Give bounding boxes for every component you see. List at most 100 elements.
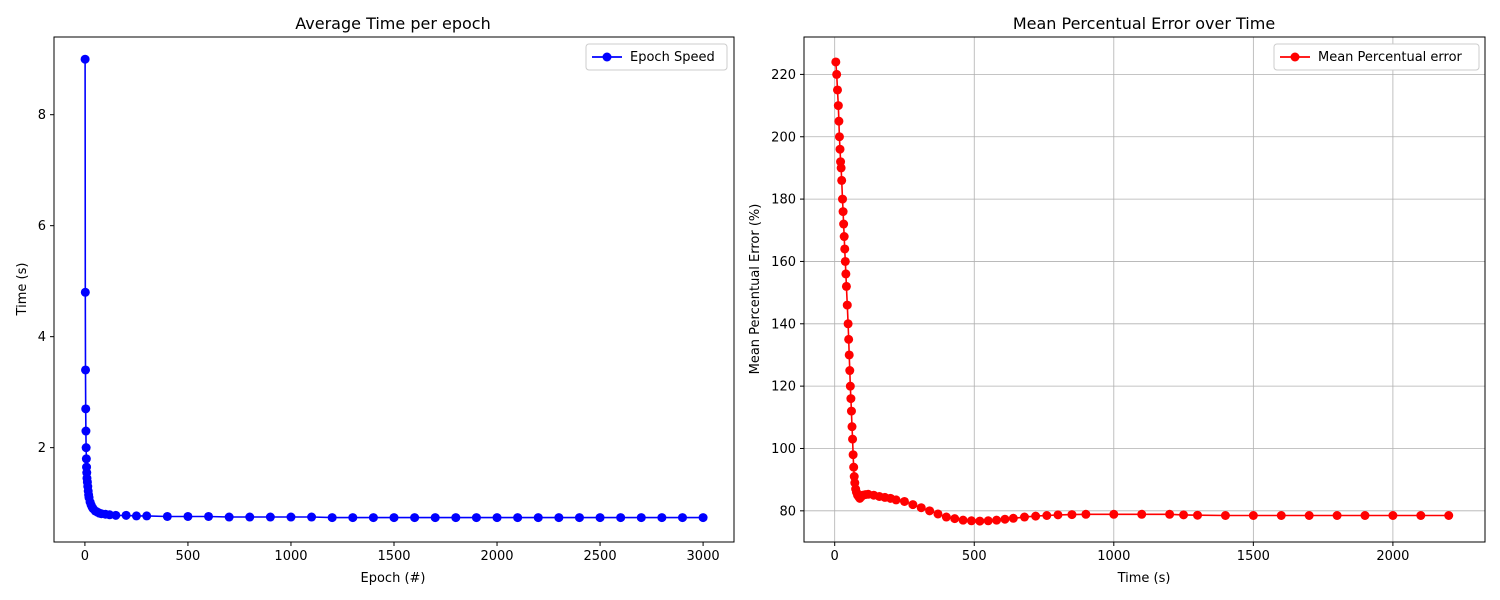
data-point <box>265 512 275 522</box>
data-point <box>842 300 852 310</box>
chart-mean-percentual-error: Mean Percentual Error over Time 0 500 1000… <box>748 14 1486 586</box>
y-tick-label: 2 <box>38 441 46 456</box>
x-tick-label: 500 <box>176 549 201 564</box>
x-tick-label: 1000 <box>1097 549 1130 564</box>
plot-area: 0 500 1000 1500 2000 2500 3000 2 4 6 8 <box>38 36 735 564</box>
x-tick-label: 3000 <box>687 549 720 564</box>
data-point <box>1360 511 1370 521</box>
data-point <box>81 426 91 436</box>
data-point <box>966 516 976 526</box>
y-tick-label: 180 <box>771 193 796 208</box>
legend-entry-label: Mean Percentual error <box>1318 50 1463 65</box>
data-point <box>451 513 461 523</box>
x-axis-label: Epoch (#) <box>361 571 426 586</box>
data-point <box>843 319 853 329</box>
y-tick-label: 140 <box>771 317 796 332</box>
x-tick-label: 2000 <box>1376 549 1409 564</box>
x-tick-label: 2500 <box>584 549 617 564</box>
data-point <box>846 406 856 416</box>
data-point <box>844 334 854 344</box>
data-point <box>224 512 234 522</box>
data-point <box>844 350 854 360</box>
data-point <box>1042 511 1052 521</box>
legend-point-marker <box>602 52 612 62</box>
x-tick-label: 1000 <box>274 549 307 564</box>
data-point <box>933 509 943 519</box>
data-point <box>837 175 847 185</box>
data-point <box>848 434 858 444</box>
axes-frame <box>803 36 1486 543</box>
data-point <box>389 513 399 523</box>
data-point <box>835 144 845 154</box>
data-point <box>636 513 646 523</box>
data-point <box>513 513 523 523</box>
data-point <box>834 132 844 142</box>
data-point <box>1276 511 1286 521</box>
data-point <box>554 513 564 523</box>
data-point <box>368 513 378 523</box>
x-tick-label: 0 <box>81 549 89 564</box>
data-point <box>840 244 850 254</box>
data-point <box>142 511 152 521</box>
data-point <box>286 512 296 522</box>
data-point <box>847 422 857 432</box>
y-tick-label: 80 <box>779 504 796 519</box>
data-point <box>162 511 172 521</box>
data-point <box>846 394 856 404</box>
data-point <box>1000 514 1010 524</box>
data-point <box>348 513 358 523</box>
data-point <box>975 516 985 526</box>
data-point <box>849 462 859 472</box>
legend-entry-label: Epoch Speed <box>630 50 715 65</box>
data-point <box>677 513 687 523</box>
chart-title: Mean Percentual Error over Time <box>1013 14 1275 33</box>
data-point <box>1416 511 1426 521</box>
legend-point-marker <box>1290 52 1300 62</box>
data-point <box>1067 510 1077 520</box>
data-point <box>845 366 855 376</box>
data-point <box>831 57 841 67</box>
data-point <box>492 513 502 523</box>
data-point <box>1388 511 1398 521</box>
legend-box <box>585 43 728 71</box>
data-point <box>848 450 858 460</box>
data-point <box>958 515 968 525</box>
data-point <box>1008 513 1018 523</box>
data-point <box>245 512 255 522</box>
data-point <box>616 513 626 523</box>
data-point <box>841 281 851 291</box>
data-point <box>833 101 843 111</box>
data-point <box>327 513 337 523</box>
y-tick-label: 4 <box>38 330 46 345</box>
data-point <box>533 513 543 523</box>
data-point <box>983 516 993 526</box>
data-point <box>950 514 960 524</box>
data-point <box>204 511 214 521</box>
plot-area: 0 500 1000 1500 2000 80 100 120 140 160 180 200 220 <box>771 36 1486 564</box>
data-point <box>1193 510 1203 520</box>
legend: Mean Percentual error <box>1273 43 1480 71</box>
data-point <box>1444 511 1454 521</box>
data-point <box>1248 511 1258 521</box>
y-axis-label: Time (s) <box>15 263 30 317</box>
y-tick-label: 120 <box>771 380 796 395</box>
y-tick-label: 160 <box>771 255 796 270</box>
x-tick-label: 1500 <box>377 549 410 564</box>
data-point <box>1220 511 1230 521</box>
data-point <box>574 513 584 523</box>
data-point <box>1019 512 1029 522</box>
data-point <box>899 496 909 506</box>
data-point <box>81 404 91 414</box>
data-point <box>1332 511 1342 521</box>
data-point <box>1137 509 1147 519</box>
data-point <box>839 219 849 229</box>
data-point <box>1304 511 1314 521</box>
x-tick-label: 0 <box>831 549 839 564</box>
data-point <box>698 513 708 523</box>
x-tick-label: 500 <box>962 549 987 564</box>
data-point <box>1031 511 1041 521</box>
y-tick-label: 220 <box>771 68 796 83</box>
data-point <box>908 500 918 510</box>
y-tick-label: 100 <box>771 442 796 457</box>
